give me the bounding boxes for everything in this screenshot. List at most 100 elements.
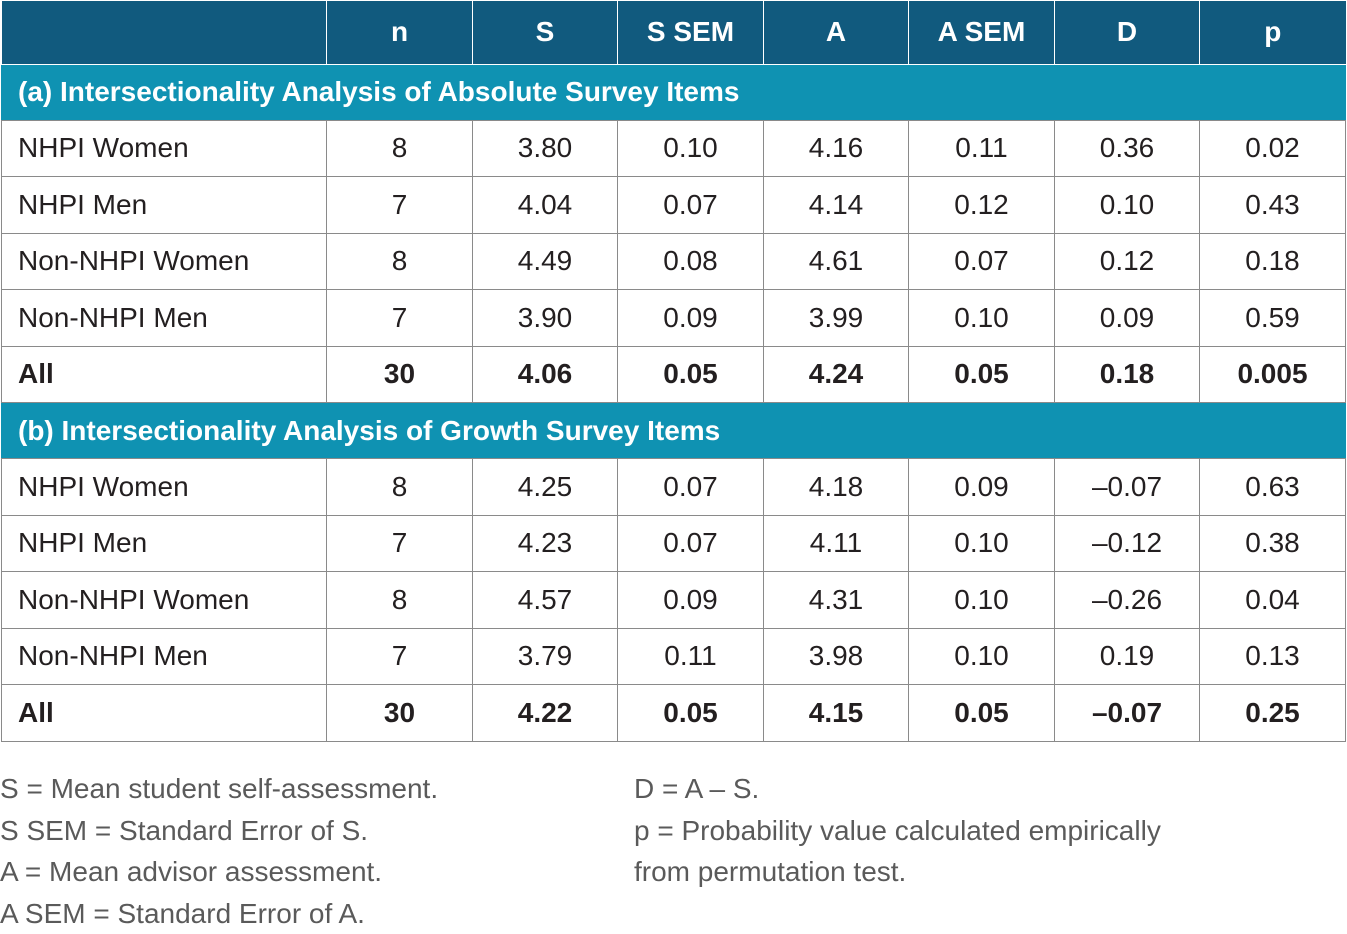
- note-d: D = A – S.: [634, 768, 1161, 810]
- table-cell: 0.18: [1055, 346, 1200, 403]
- table-cell: 7: [327, 628, 473, 685]
- row-label: NHPI Men: [2, 177, 327, 234]
- table-cell: 0.05: [618, 346, 764, 403]
- table-cell: 3.79: [473, 628, 618, 685]
- header-blank: [2, 1, 327, 64]
- table-cell: 8: [327, 572, 473, 629]
- table-cell: 0.19: [1055, 628, 1200, 685]
- table-cell: –0.12: [1055, 515, 1200, 572]
- table-cell: 0.10: [909, 290, 1055, 347]
- table-cell: 0.11: [909, 120, 1055, 177]
- table-cell: 30: [327, 346, 473, 403]
- header-s-sem: S SEM: [618, 1, 764, 64]
- table-cell: 4.22: [473, 685, 618, 742]
- table-cell: 0.09: [1055, 290, 1200, 347]
- row-label: Non-NHPI Men: [2, 628, 327, 685]
- table-cell: 7: [327, 515, 473, 572]
- table-cell: 30: [327, 685, 473, 742]
- table-cell: 4.25: [473, 459, 618, 516]
- table-cell: 0.10: [1055, 177, 1200, 234]
- table-cell: 4.06: [473, 346, 618, 403]
- table-cell: 0.13: [1200, 628, 1346, 685]
- header-s: S: [473, 1, 618, 64]
- table-cell: 0.09: [909, 459, 1055, 516]
- table-cell: –0.26: [1055, 572, 1200, 629]
- note-s: S = Mean student self-assessment.: [0, 768, 438, 810]
- table-cell: 4.24: [764, 346, 909, 403]
- table-cell: 0.07: [618, 177, 764, 234]
- header-a: A: [764, 1, 909, 64]
- table-cell: 0.10: [618, 120, 764, 177]
- note-p-line2: from permutation test.: [634, 851, 1161, 893]
- table-cell: 3.99: [764, 290, 909, 347]
- table-cell: 0.09: [618, 290, 764, 347]
- table-cell: 4.15: [764, 685, 909, 742]
- table-cell: 7: [327, 177, 473, 234]
- note-a-sem: A SEM = Standard Error of A.: [0, 893, 438, 934]
- table-cell: 4.57: [473, 572, 618, 629]
- table-cell: 0.38: [1200, 515, 1346, 572]
- table-cell: 0.63: [1200, 459, 1346, 516]
- table-cell: 3.98: [764, 628, 909, 685]
- table-cell: 0.10: [909, 572, 1055, 629]
- notes-right: D = A – S. p = Probability value calcula…: [634, 768, 1161, 893]
- row-label: NHPI Women: [2, 459, 327, 516]
- note-s-sem: S SEM = Standard Error of S.: [0, 810, 438, 852]
- table-cell: 4.49: [473, 233, 618, 290]
- table-cell: 4.11: [764, 515, 909, 572]
- table-cell: 7: [327, 290, 473, 347]
- table-cell: 0.59: [1200, 290, 1346, 347]
- section-title: (b) Intersectionality Analysis of Growth…: [2, 403, 1346, 459]
- note-a: A = Mean advisor assessment.: [0, 851, 438, 893]
- table-cell: 0.11: [618, 628, 764, 685]
- header-d: D: [1055, 1, 1200, 64]
- table-cell: 8: [327, 459, 473, 516]
- table-cell: 0.12: [909, 177, 1055, 234]
- table-cell: 4.18: [764, 459, 909, 516]
- row-label: NHPI Men: [2, 515, 327, 572]
- table-cell: 8: [327, 233, 473, 290]
- row-label: All: [2, 346, 327, 403]
- table-cell: 0.12: [1055, 233, 1200, 290]
- table-cell: 0.09: [618, 572, 764, 629]
- section-header-row: (a) Intersectionality Analysis of Absolu…: [2, 64, 1346, 120]
- table-header-row: n S S SEM A A SEM D p: [2, 1, 1346, 64]
- header-p: p: [1200, 1, 1346, 64]
- table-cell: 8: [327, 120, 473, 177]
- table-cell: –0.07: [1055, 685, 1200, 742]
- table-cell: 3.90: [473, 290, 618, 347]
- row-label: All: [2, 685, 327, 742]
- table-cell: 0.10: [909, 628, 1055, 685]
- header-a-sem: A SEM: [909, 1, 1055, 64]
- note-p-line1: p = Probability value calculated empiric…: [634, 810, 1161, 852]
- table-cell: 0.07: [618, 459, 764, 516]
- row-label: Non-NHPI Men: [2, 290, 327, 347]
- table-cell: –0.07: [1055, 459, 1200, 516]
- header-n: n: [327, 1, 473, 64]
- table-cell: 0.43: [1200, 177, 1346, 234]
- row-label: Non-NHPI Women: [2, 572, 327, 629]
- row-label: Non-NHPI Women: [2, 233, 327, 290]
- table-cell: 4.16: [764, 120, 909, 177]
- table-cell: 0.04: [1200, 572, 1346, 629]
- table-cell: 4.04: [473, 177, 618, 234]
- table-cell: 0.05: [909, 346, 1055, 403]
- table-cell: 0.07: [909, 233, 1055, 290]
- table-cell: 0.36: [1055, 120, 1200, 177]
- table-cell: 0.02: [1200, 120, 1346, 177]
- notes-left: S = Mean student self-assessment. S SEM …: [0, 768, 438, 934]
- table-cell: 4.14: [764, 177, 909, 234]
- row-label: NHPI Women: [2, 120, 327, 177]
- table-cell: 4.23: [473, 515, 618, 572]
- table-cell: 0.10: [909, 515, 1055, 572]
- table-cell: 0.07: [618, 515, 764, 572]
